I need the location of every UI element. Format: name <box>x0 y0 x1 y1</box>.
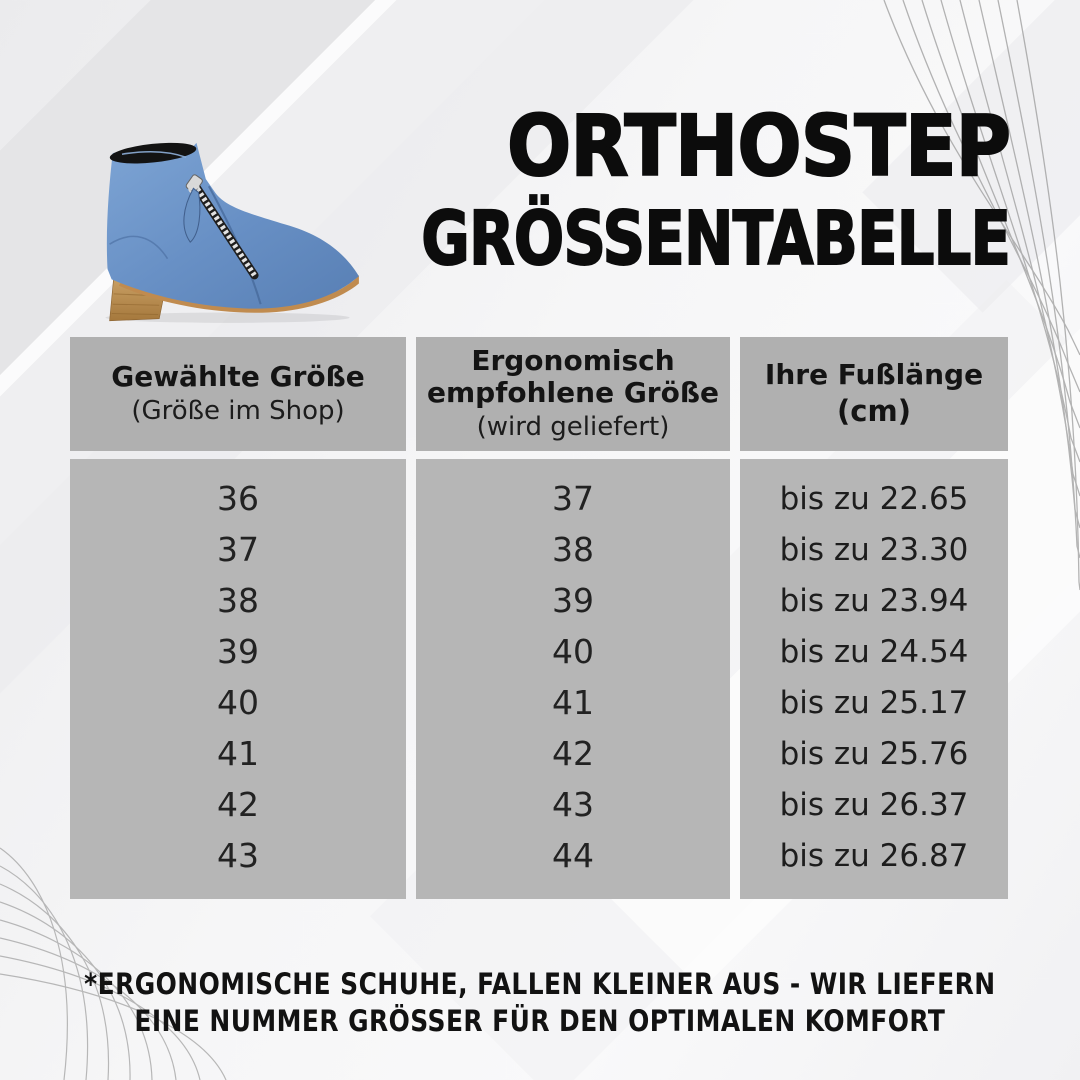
table-cell: 39 <box>217 632 259 671</box>
size-table-body: 36 37 38 39 40 41 42 43 37 38 39 40 41 4… <box>70 459 1008 899</box>
title-brand: ORTHOSTEP <box>506 97 1012 195</box>
title-subject: GRÖSSENTABELLE <box>420 196 1011 282</box>
header-cell-shop-size: Gewählte Größe (Größe im Shop) <box>70 337 406 451</box>
header-cell-foot-length: Ihre Fußlänge (cm) <box>740 337 1008 451</box>
footer-note-line2: EINE NUMMER GRÖSSER FÜR DEN OPTIMALEN KO… <box>134 1004 946 1039</box>
table-cell: bis zu 25.76 <box>779 735 969 772</box>
header-subtitle: (cm) <box>837 393 911 428</box>
header-cell-delivered-size: Ergonomisch empfohlene Größe (wird gelie… <box>416 337 730 451</box>
table-cell: bis zu 24.54 <box>779 633 969 670</box>
table-cell: bis zu 26.87 <box>779 837 969 874</box>
table-cell: 40 <box>217 683 259 722</box>
column-foot-length: bis zu 22.65 bis zu 23.30 bis zu 23.94 b… <box>740 459 1008 899</box>
table-cell: 39 <box>552 581 594 620</box>
table-cell: 43 <box>552 785 594 824</box>
header-subtitle: (Größe im Shop) <box>131 395 345 426</box>
header-title: Gewählte Größe <box>111 360 365 394</box>
header-subtitle: (wird geliefert) <box>476 411 670 442</box>
table-cell: 42 <box>552 734 594 773</box>
table-cell: 41 <box>552 683 594 722</box>
table-cell: 38 <box>217 581 259 620</box>
table-cell: 38 <box>552 530 594 569</box>
table-cell: bis zu 23.30 <box>779 531 969 568</box>
table-cell: 42 <box>217 785 259 824</box>
header-title: Ihre Fußlänge <box>764 358 984 392</box>
table-cell: bis zu 25.17 <box>779 684 969 721</box>
size-table: Gewählte Größe (Größe im Shop) Ergonomis… <box>70 337 1008 899</box>
table-cell: bis zu 22.65 <box>779 480 969 517</box>
footer-note: *ERGONOMISCHE SCHUHE, FALLEN KLEINER AUS… <box>0 966 1080 1040</box>
table-cell: bis zu 23.94 <box>779 582 969 619</box>
table-cell: 37 <box>552 479 594 518</box>
table-cell: 44 <box>552 836 594 875</box>
table-cell: 40 <box>552 632 594 671</box>
table-cell: 43 <box>217 836 259 875</box>
size-table-header: Gewählte Größe (Größe im Shop) Ergonomis… <box>70 337 1008 451</box>
column-shop-size: 36 37 38 39 40 41 42 43 <box>70 459 406 899</box>
table-cell: 36 <box>217 479 259 518</box>
page-title: ORTHOSTEP GRÖSSENTABELLE <box>274 97 1012 282</box>
table-cell: 37 <box>217 530 259 569</box>
column-delivered-size: 37 38 39 40 41 42 43 44 <box>416 459 730 899</box>
table-cell: bis zu 26.37 <box>779 786 969 823</box>
header-title: Ergonomisch empfohlene Größe <box>427 343 719 410</box>
table-cell: 41 <box>217 734 259 773</box>
footer-note-line1: *ERGONOMISCHE SCHUHE, FALLEN KLEINER AUS… <box>84 967 996 1001</box>
